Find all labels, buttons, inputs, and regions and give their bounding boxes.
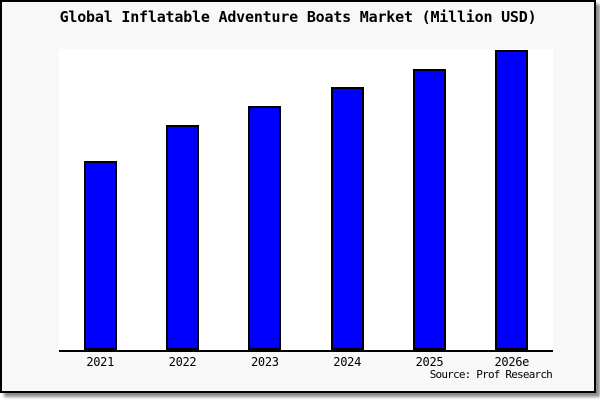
bar-2025	[413, 69, 446, 350]
bar-2021	[84, 161, 117, 350]
x-tick-label-2022: 2022	[168, 355, 197, 369]
chart-title: Global Inflatable Adventure Boats Market…	[59, 8, 537, 26]
bar-2023	[248, 106, 281, 350]
chart-frame: Global Inflatable Adventure Boats Market…	[0, 0, 596, 393]
x-tick-label-2023: 2023	[250, 355, 279, 369]
plot-area	[59, 49, 553, 352]
x-tick-label-2024: 2024	[333, 355, 361, 369]
bar-2024	[331, 87, 364, 350]
bar-2022	[166, 125, 199, 350]
bar-2026e	[495, 50, 528, 350]
x-tick-label-2025: 2025	[415, 355, 444, 369]
x-tick-label-2021: 2021	[86, 355, 115, 369]
source-credit: Source: Prof Research	[429, 368, 553, 381]
x-tick-label-2026e: 2026e	[494, 355, 530, 369]
x-axis-tick-labels: 2021 2022 2023 2024 2025 2026e	[59, 354, 553, 370]
